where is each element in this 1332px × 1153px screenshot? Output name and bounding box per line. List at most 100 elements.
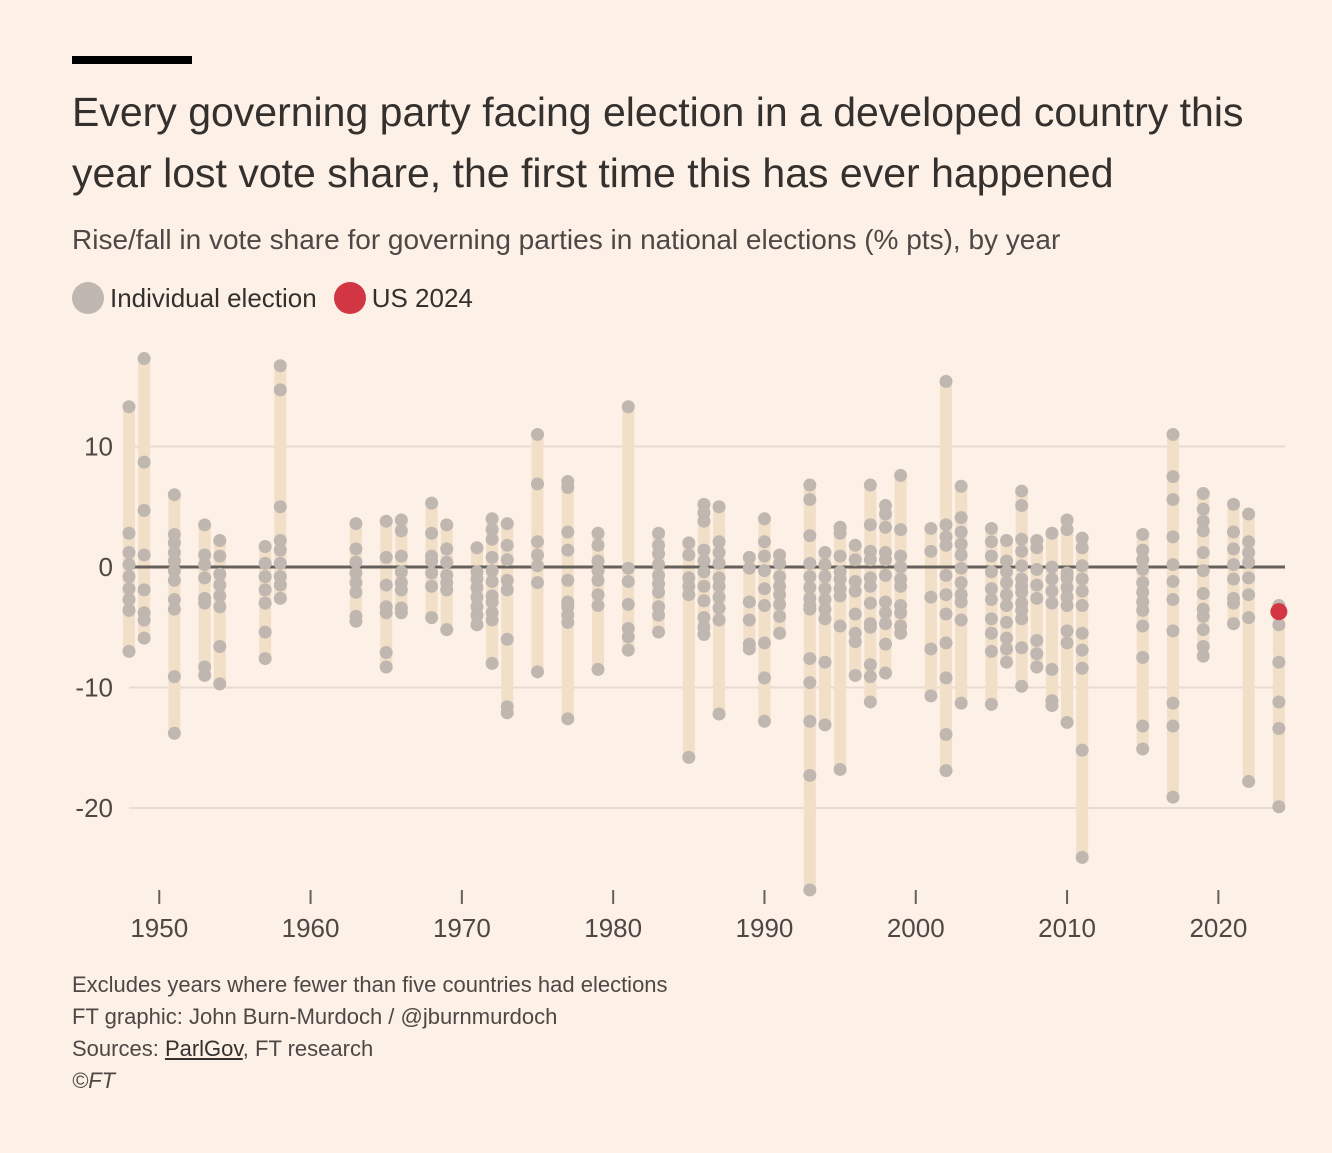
election-dot <box>531 548 545 562</box>
election-dot <box>273 383 287 397</box>
election-dot <box>122 603 136 617</box>
election-dot <box>984 644 998 658</box>
election-dot <box>848 574 862 588</box>
election-dot <box>621 400 635 414</box>
election-dot <box>742 561 756 575</box>
election-dot <box>863 695 877 709</box>
election-dot <box>485 574 499 588</box>
election-dot <box>773 609 787 623</box>
election-dot <box>894 579 908 593</box>
election-dot <box>122 400 136 414</box>
election-dot <box>137 455 151 469</box>
election-dot <box>742 595 756 609</box>
election-dot <box>1226 596 1240 610</box>
legend-item-us-2024: US 2024 <box>333 282 473 314</box>
election-dot <box>697 627 711 641</box>
election-dot <box>1060 523 1074 537</box>
election-dot <box>803 478 817 492</box>
election-dot <box>954 525 968 539</box>
election-dot <box>1196 609 1210 623</box>
election-dot <box>697 594 711 608</box>
election-dot <box>349 542 363 556</box>
election-dot <box>1226 558 1240 572</box>
election-dot <box>1272 618 1286 632</box>
election-dot <box>954 613 968 627</box>
election-dot <box>697 554 711 568</box>
range-bar <box>1166 434 1179 798</box>
election-dot <box>470 541 484 555</box>
election-dot <box>984 549 998 563</box>
election-dot <box>122 546 136 560</box>
election-dot <box>833 762 847 776</box>
election-dot <box>425 554 439 568</box>
election-dot <box>818 655 832 669</box>
election-dot <box>531 427 545 441</box>
election-dot <box>1060 636 1074 650</box>
election-dot <box>1242 507 1256 521</box>
election-dot <box>1000 642 1014 656</box>
election-dot <box>1136 543 1150 557</box>
election-dot <box>258 570 272 584</box>
parlgov-link[interactable]: ParlGov <box>164 1036 243 1061</box>
election-dot <box>894 523 908 537</box>
election-dot <box>470 580 484 594</box>
election-dot <box>167 488 181 502</box>
election-dot <box>742 550 756 564</box>
election-dot <box>924 689 938 703</box>
election-dot <box>803 676 817 690</box>
election-dot <box>1272 655 1286 669</box>
election-dot <box>894 606 908 620</box>
election-dot <box>1015 484 1029 498</box>
election-dot <box>863 518 877 532</box>
election-dot <box>939 607 953 621</box>
election-dot <box>1075 661 1089 675</box>
election-dot <box>1030 562 1044 576</box>
election-dot <box>273 556 287 570</box>
election-dot <box>1136 719 1150 733</box>
election-dot <box>863 658 877 672</box>
election-dot <box>591 662 605 676</box>
election-dot <box>833 549 847 563</box>
election-dot <box>213 549 227 563</box>
election-dot <box>1242 535 1256 549</box>
election-dot <box>697 611 711 625</box>
election-dot <box>1075 541 1089 555</box>
election-dot <box>440 542 454 556</box>
election-dot <box>137 548 151 562</box>
election-dot <box>440 583 454 597</box>
election-dot <box>818 570 832 584</box>
election-dot <box>984 697 998 711</box>
range-bar <box>1061 520 1074 723</box>
x-tick-label: 2000 <box>887 913 945 943</box>
election-dot <box>1060 571 1074 585</box>
election-dot <box>697 579 711 593</box>
election-dot <box>1030 660 1044 674</box>
election-dot <box>1000 554 1014 568</box>
election-dot <box>1075 626 1089 640</box>
election-dot <box>954 479 968 493</box>
election-dot <box>349 517 363 531</box>
election-dot <box>939 518 953 532</box>
election-dot <box>1272 721 1286 735</box>
footer: Excludes years where fewer than five cou… <box>72 969 1272 1097</box>
election-dot <box>879 606 892 620</box>
election-dot <box>1196 564 1210 578</box>
election-dot <box>198 668 212 682</box>
election-dot <box>1015 544 1029 558</box>
election-dot <box>167 564 181 578</box>
election-dot <box>1196 649 1210 663</box>
election-dot <box>1045 662 1059 676</box>
election-dot <box>379 606 393 620</box>
range-bar <box>1045 533 1058 706</box>
election-dot <box>379 578 393 592</box>
election-dot <box>258 583 272 597</box>
election-dot <box>1136 553 1150 567</box>
election-dot <box>1000 565 1014 579</box>
election-dot <box>531 665 545 679</box>
election-dot <box>1226 525 1240 539</box>
election-dot <box>485 595 499 609</box>
election-dot <box>939 568 953 582</box>
election-dot <box>803 570 817 584</box>
election-dot <box>1015 641 1029 655</box>
election-dot <box>1242 546 1256 560</box>
